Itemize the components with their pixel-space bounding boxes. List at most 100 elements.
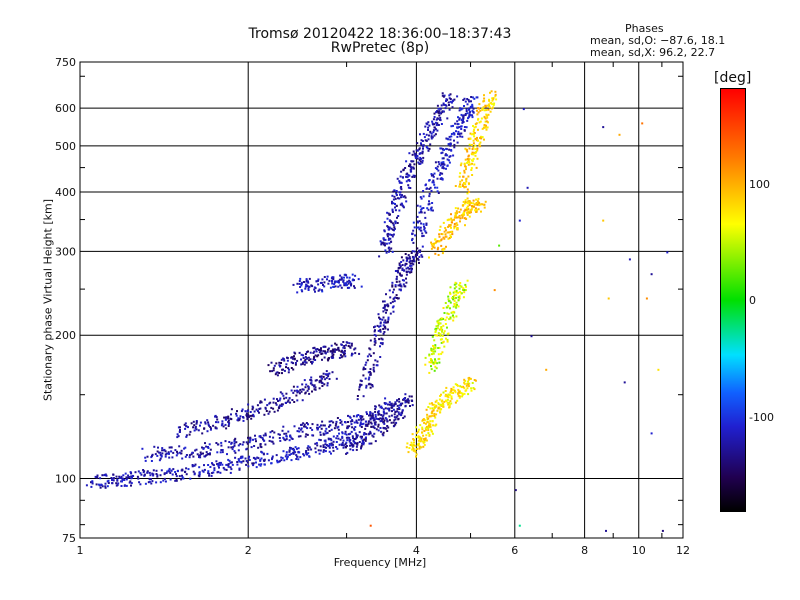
trace-point: [323, 424, 326, 427]
trace-point: [363, 432, 366, 435]
trace-point: [453, 302, 456, 305]
trace-point: [434, 400, 437, 403]
trace-point: [290, 361, 293, 364]
trace-point: [286, 359, 289, 362]
trace-point: [213, 469, 216, 472]
trace-point: [457, 116, 459, 119]
trace-point: [441, 151, 444, 154]
trace-point: [396, 414, 399, 417]
trace-point: [483, 97, 486, 100]
trace-point: [359, 424, 362, 427]
trace-point: [463, 182, 466, 185]
trace-point: [241, 456, 244, 459]
trace-point: [176, 433, 179, 436]
trace-point: [203, 464, 205, 467]
trace-point: [404, 196, 407, 199]
trace-point: [286, 457, 289, 460]
trace-point: [459, 208, 462, 211]
trace-point: [382, 324, 385, 327]
trace-point: [303, 379, 306, 382]
trace-point: [262, 434, 265, 437]
trace-point: [420, 222, 423, 225]
trace-point: [456, 224, 459, 226]
trace-point: [434, 133, 437, 136]
trace-point: [448, 104, 450, 106]
trace-point: [355, 442, 358, 445]
trace-point: [459, 185, 462, 188]
trace-point: [431, 432, 434, 435]
trace-point: [442, 161, 445, 164]
trace-point: [424, 216, 427, 219]
trace-point: [419, 205, 422, 208]
trace-point: [437, 169, 440, 172]
trace-point: [400, 274, 403, 277]
trace-point: [439, 147, 442, 150]
trace-point: [330, 444, 333, 447]
trace-point: [373, 333, 376, 336]
trace-point: [274, 402, 277, 405]
trace-point: [156, 475, 159, 478]
trace-point: [241, 408, 244, 411]
trace-point: [184, 446, 187, 449]
trace-point: [361, 442, 363, 445]
trace-point: [430, 207, 432, 210]
x-tick-label: 8: [581, 544, 588, 557]
trace-point: [456, 141, 459, 144]
trace-point: [474, 125, 477, 128]
trace-point: [221, 451, 224, 454]
trace-point: [412, 166, 415, 169]
trace-point: [315, 350, 318, 353]
trace-point: [223, 416, 226, 419]
trace-point: [207, 464, 210, 466]
trace-point: [319, 449, 322, 452]
trace-point: [137, 470, 140, 473]
trace-point: [380, 419, 383, 422]
trace-point: [454, 281, 457, 284]
trace-point: [397, 271, 399, 274]
trace-point: [430, 174, 433, 177]
trace-point: [180, 478, 183, 481]
trace-point: [432, 363, 435, 365]
trace-point: [409, 264, 412, 267]
trace-point: [488, 104, 491, 107]
trace-point: [238, 468, 241, 471]
trace-point: [352, 449, 355, 452]
trace-point: [368, 442, 371, 445]
trace-point: [487, 121, 489, 124]
trace-point: [420, 211, 422, 213]
trace-point: [388, 226, 391, 229]
trace-point: [450, 397, 453, 400]
trace-point: [485, 113, 488, 116]
trace-point: [163, 477, 166, 480]
trace-point: [335, 422, 338, 425]
trace-point: [230, 413, 232, 416]
trace-point: [296, 399, 299, 402]
trace-point: [91, 482, 94, 485]
trace-point: [430, 430, 433, 433]
trace-point: [441, 92, 444, 95]
trace-point: [489, 110, 492, 113]
trace-point: [422, 207, 425, 209]
trace-point: [468, 113, 471, 116]
trace-point: [452, 314, 454, 317]
trace-point: [391, 410, 393, 413]
trace-point: [458, 109, 461, 112]
trace-point: [394, 284, 397, 287]
trace-point: [484, 200, 487, 203]
trace-point: [392, 425, 395, 428]
trace-point: [422, 445, 425, 448]
trace-point: [452, 319, 455, 322]
trace-point: [492, 97, 495, 100]
trace-point: [269, 370, 272, 373]
trace-point: [401, 194, 403, 197]
trace-point: [394, 209, 397, 212]
trace-point: [230, 461, 233, 464]
trace-point: [458, 395, 461, 398]
trace-point: [373, 370, 376, 373]
trace-point: [428, 188, 431, 190]
trace-point: [246, 410, 249, 413]
trace-point: [462, 296, 465, 299]
trace-point: [146, 455, 149, 458]
trace-point: [486, 104, 489, 107]
trace-point: [260, 463, 263, 466]
